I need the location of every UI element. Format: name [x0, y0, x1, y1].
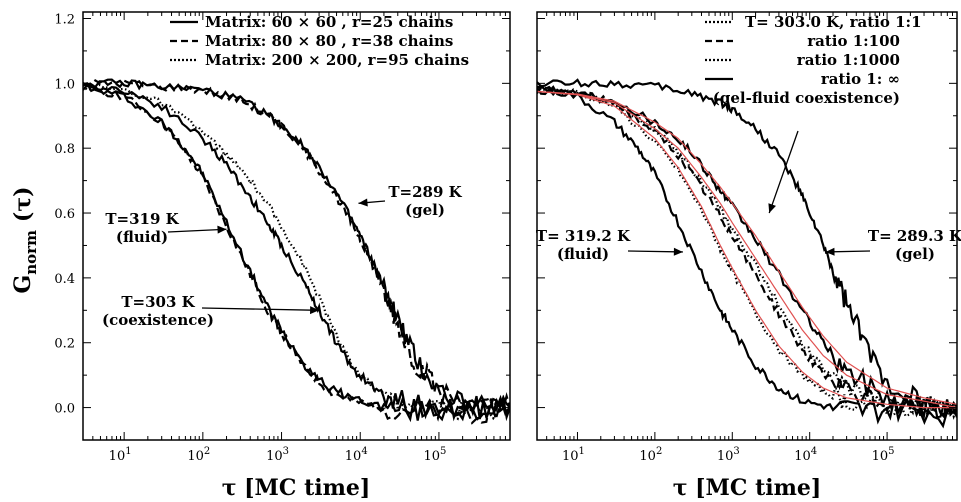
annotation-arrowhead: [673, 247, 683, 256]
x-tick-base: 10: [639, 449, 656, 464]
x-tick-label: 102: [187, 446, 210, 464]
annotation-label: T= 319.2 K: [536, 227, 631, 245]
y-axis-title: Gnorm (τ): [10, 186, 40, 293]
y-tick-label: 0.4: [54, 272, 75, 287]
y-axis-title-sub: norm: [22, 230, 40, 275]
y-axis-title-arg: (τ): [10, 186, 36, 222]
y-tick-label: 0.6: [54, 207, 75, 222]
annotation-sublabel: (gel): [405, 201, 445, 219]
x-tick-base: 10: [423, 449, 440, 464]
legend-label: ratio 1:1000: [797, 51, 900, 69]
y-tick-label: 1.2: [54, 12, 75, 27]
x-tick-exp: 1: [125, 446, 131, 457]
right-panel-series: [537, 78, 957, 429]
x-tick-label: 105: [872, 446, 895, 464]
annotation-label: T=303 K: [121, 293, 195, 311]
x-tick-base: 10: [266, 449, 283, 464]
x-tick-label: 101: [109, 446, 132, 464]
legend-label: Matrix: 200 × 200, r=95 chains: [205, 51, 469, 69]
left-panel-frame: [82, 11, 511, 441]
left-panel-series: [83, 78, 510, 425]
annotation-arrowhead: [358, 198, 368, 207]
x-tick-exp: 4: [361, 446, 367, 457]
legend-label: Matrix: 60 × 60 , r=25 chains: [205, 13, 453, 31]
left-annotations: T=319 K(fluid) T=303 K(coexistence) T=289 …: [102, 183, 463, 329]
annotation-arrowhead: [217, 225, 227, 234]
x-tick-label: 104: [345, 446, 368, 464]
legend-label: T= 303.0 K, ratio 1:1: [745, 13, 922, 31]
x-tick-base: 10: [872, 449, 889, 464]
right-panel-ticks: 101 102 103 104 105: [536, 12, 958, 464]
x-tick-exp: 5: [440, 446, 446, 457]
y-axis-title-main: G: [10, 275, 36, 294]
x-tick-exp: 2: [656, 446, 662, 457]
annotation-label: T=319 K: [105, 210, 179, 228]
series-line-0: [537, 84, 957, 429]
right-annotations: T= 319.2 K(fluid) T= 289.3 K(gel): [536, 130, 961, 263]
x-tick-base: 10: [109, 449, 126, 464]
y-tick-label: 1.0: [54, 77, 75, 92]
legend-label: Matrix: 80 × 80 , r=38 chains: [205, 32, 453, 50]
series-line-5: [83, 78, 510, 417]
series-line-4: [83, 78, 510, 420]
x-tick-exp: 2: [204, 446, 210, 457]
x-tick-exp: 5: [888, 446, 894, 457]
legend-label: ratio 1:100: [807, 32, 900, 50]
annotation-arrow: [167, 228, 227, 233]
annotation-sublabel: (gel): [895, 245, 935, 263]
x-tick-exp: 3: [283, 446, 289, 457]
annotation-arrowhead: [825, 247, 835, 256]
y-tick-label: 0.2: [54, 337, 75, 352]
series-line-1: [537, 86, 957, 420]
x-tick-base: 10: [187, 449, 204, 464]
annotation-arrow: [201, 307, 320, 311]
series-line-7: [537, 90, 957, 409]
x-tick-label: 104: [794, 446, 817, 464]
annotation-label: T=289 K: [388, 183, 462, 201]
right-panel-frame: [536, 11, 958, 441]
series-line-3: [537, 86, 957, 418]
x-tick-label: 103: [717, 446, 740, 464]
series-line-4: [537, 86, 957, 420]
x-tick-base: 10: [562, 449, 579, 464]
series-line-5: [537, 78, 957, 419]
x-tick-label: 103: [266, 446, 289, 464]
annotation-arrowhead: [310, 306, 320, 315]
annotation-arrow: [627, 250, 683, 253]
x-tick-label: 102: [639, 446, 662, 464]
right-x-axis-title: τ [MC time]: [673, 475, 822, 501]
x-tick-exp: 3: [733, 446, 739, 457]
left-x-axis-title: τ [MC time]: [222, 475, 371, 501]
annotation-label: T= 289.3 K: [868, 227, 961, 245]
x-tick-label: 101: [562, 446, 585, 464]
series-line-2: [83, 82, 510, 422]
x-tick-label: 105: [423, 446, 446, 464]
x-tick-base: 10: [794, 449, 811, 464]
series-line-8: [537, 90, 957, 405]
annotation-arrow: [768, 130, 799, 214]
x-tick-base: 10: [345, 449, 362, 464]
series-line-1: [83, 82, 510, 425]
annotation-sublabel: (fluid): [557, 245, 609, 263]
annotation-sublabel: (fluid): [116, 228, 168, 246]
y-tick-label: 0.8: [54, 142, 75, 157]
x-tick-base: 10: [717, 449, 734, 464]
series-line-6: [537, 90, 957, 409]
x-tick-exp: 4: [811, 446, 817, 457]
right-panel: 101 102 103 104 105 τ [MC time] T= 303.0 K, …: [536, 11, 961, 501]
legend-label: ratio 1: ∞: [821, 70, 900, 88]
x-tick-exp: 1: [579, 446, 585, 457]
annotation-arrowhead: [768, 203, 776, 214]
series-line-3: [83, 83, 510, 421]
y-tick-label: 0.0: [54, 402, 75, 417]
legend-footer: (gel-fluid coexistence): [713, 89, 900, 107]
annotation-sublabel: (coexistence): [102, 311, 214, 329]
series-line-0: [83, 83, 510, 423]
